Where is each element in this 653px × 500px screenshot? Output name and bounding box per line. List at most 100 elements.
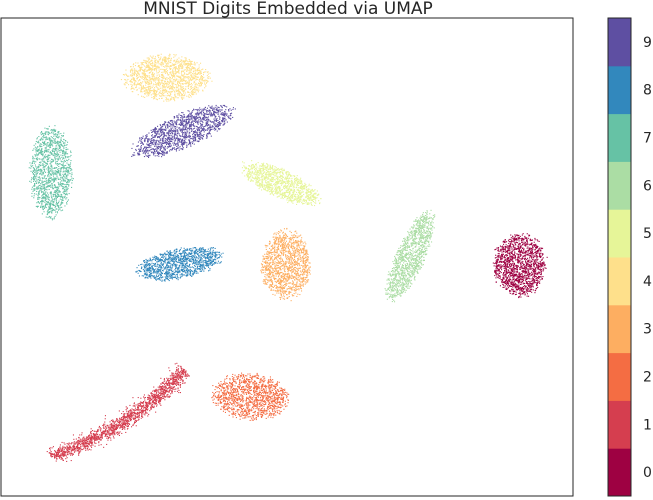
data-point xyxy=(216,387,218,389)
data-point xyxy=(265,262,267,264)
data-point xyxy=(263,392,265,394)
data-point xyxy=(500,248,502,250)
data-point xyxy=(93,434,95,436)
data-point xyxy=(267,400,269,402)
data-point xyxy=(262,396,264,398)
data-point xyxy=(267,416,269,418)
data-point xyxy=(53,453,55,455)
data-point xyxy=(278,413,280,415)
data-point xyxy=(517,236,519,238)
data-point xyxy=(182,371,184,373)
data-point xyxy=(234,396,236,398)
data-point xyxy=(522,271,524,273)
data-point xyxy=(117,425,119,427)
data-point xyxy=(174,377,176,379)
data-point xyxy=(542,263,544,265)
data-point xyxy=(93,435,95,437)
data-point xyxy=(528,280,530,282)
data-point xyxy=(172,375,174,377)
data-point xyxy=(121,421,123,423)
data-point xyxy=(212,396,214,398)
data-point xyxy=(129,417,131,419)
data-point xyxy=(535,254,537,256)
data-point xyxy=(527,262,529,264)
data-point xyxy=(108,436,110,438)
data-point xyxy=(96,437,98,439)
data-point xyxy=(304,241,306,243)
data-point xyxy=(245,398,247,400)
data-point xyxy=(270,245,272,247)
data-point xyxy=(533,279,535,281)
data-point xyxy=(516,242,518,244)
data-point xyxy=(290,255,292,257)
data-point xyxy=(158,397,160,399)
data-point xyxy=(533,274,535,276)
data-point xyxy=(522,255,524,257)
data-point xyxy=(507,261,509,263)
data-point xyxy=(58,455,60,457)
data-point xyxy=(519,260,521,262)
data-point xyxy=(57,455,59,457)
data-point xyxy=(519,289,521,291)
data-point xyxy=(181,382,183,384)
data-point xyxy=(246,405,248,407)
data-point xyxy=(530,243,532,245)
data-point xyxy=(54,456,56,458)
data-point xyxy=(64,447,66,449)
data-point xyxy=(521,252,523,254)
data-point xyxy=(234,400,236,402)
data-point xyxy=(537,281,539,283)
data-point xyxy=(288,285,290,287)
data-point xyxy=(248,384,250,386)
data-point xyxy=(278,292,280,294)
data-point xyxy=(237,375,239,377)
data-point xyxy=(514,275,516,277)
data-point xyxy=(111,429,113,431)
data-point xyxy=(520,290,522,292)
data-point xyxy=(516,275,518,277)
data-point xyxy=(271,395,273,397)
data-point xyxy=(62,459,64,461)
data-point xyxy=(178,372,180,374)
data-point xyxy=(542,262,544,264)
data-point xyxy=(230,398,232,400)
data-point xyxy=(62,454,64,456)
data-point xyxy=(137,404,139,406)
data-point xyxy=(263,396,265,398)
data-point xyxy=(111,430,113,432)
data-point xyxy=(502,245,504,247)
data-point xyxy=(111,427,113,429)
data-point xyxy=(273,385,275,387)
data-point xyxy=(153,386,155,388)
data-point xyxy=(238,406,240,408)
data-point xyxy=(534,261,536,263)
data-point xyxy=(277,405,279,407)
data-point xyxy=(268,414,270,416)
data-point xyxy=(518,237,520,239)
data-point xyxy=(504,258,506,260)
data-point xyxy=(173,380,175,382)
data-point xyxy=(114,434,116,436)
data-point xyxy=(73,446,75,448)
data-point xyxy=(263,256,265,258)
data-point xyxy=(132,405,134,407)
data-point xyxy=(176,372,178,374)
data-point xyxy=(523,268,525,270)
data-point xyxy=(61,453,63,455)
data-point xyxy=(508,249,510,251)
data-point xyxy=(505,268,507,270)
data-point xyxy=(161,393,163,395)
data-point xyxy=(516,239,518,241)
data-point xyxy=(253,391,255,393)
data-point xyxy=(238,393,240,395)
data-point xyxy=(46,451,48,453)
data-point xyxy=(526,247,528,249)
data-point xyxy=(513,241,515,243)
data-point xyxy=(268,413,270,415)
data-point xyxy=(504,285,506,287)
data-point xyxy=(515,238,517,240)
data-point xyxy=(247,414,249,416)
data-point xyxy=(530,254,532,256)
data-point xyxy=(252,375,254,377)
data-point xyxy=(521,273,523,275)
